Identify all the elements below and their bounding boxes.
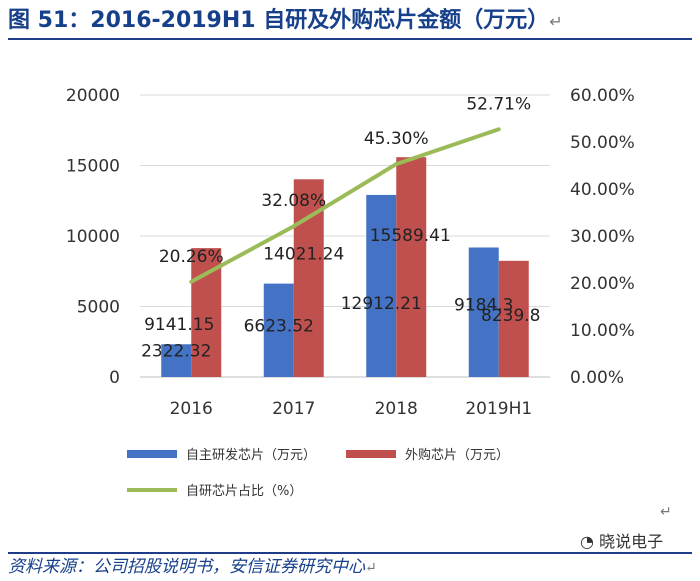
y-right-tick-label: 0.00%	[570, 368, 624, 388]
y-right-tick-label: 10.00%	[570, 321, 635, 341]
x-tick-label: 2017	[272, 399, 315, 419]
x-tick-label: 2018	[375, 399, 418, 419]
legend-label-outsourced: 外购芯片（万元）	[405, 447, 509, 463]
legend-swatch-self-developed	[127, 450, 177, 458]
bar-self-developed	[161, 344, 192, 377]
bar-self-developed	[263, 283, 294, 377]
y-left-tick-label: 10000	[66, 227, 120, 247]
paragraph-mark-icon: ↵	[365, 560, 377, 576]
source-text: 资料来源：公司招股说明书，安信证券研究中心	[8, 557, 365, 577]
data-label-outsourced: 14021.24	[263, 244, 344, 264]
data-label-ratio: 52.71%	[466, 94, 531, 114]
y-right-tick-label: 60.00%	[570, 86, 635, 106]
data-label-ratio: 45.30%	[364, 129, 429, 149]
figure-title: 图 51：2016-2019H1 自研及外购芯片金额（万元）↵	[8, 4, 692, 40]
x-tick-label: 2019H1	[465, 399, 532, 419]
watermark-text: 晓说电子	[599, 532, 664, 551]
data-label-outsourced: 8239.8	[481, 306, 540, 326]
data-label-self-developed: 6623.52	[244, 317, 314, 337]
y-left-tick-label: 15000	[66, 157, 120, 177]
legend-label-ratio: 自研芯片占比（%）	[186, 484, 302, 499]
bar-self-developed	[468, 247, 499, 377]
line-self-ratio	[189, 127, 501, 284]
data-label-self-developed: 12912.21	[341, 294, 422, 314]
y-left-tick-label: 20000	[66, 86, 120, 106]
combo-chart: 0 5000 10000 15000 20000 0.00% 10.00% 20.00% 30.…	[66, 86, 635, 499]
data-label-ratio: 32.08%	[261, 191, 326, 211]
watermark: ◔ 晓说电子	[580, 528, 663, 552]
paragraph-mark-icon: ↵	[549, 12, 563, 31]
bar-outsourced	[498, 260, 529, 377]
y-right-tick-label: 40.00%	[570, 180, 635, 200]
source-note: 资料来源：公司招股说明书，安信证券研究中心↵	[8, 552, 692, 578]
figure-title-text: 图 51：2016-2019H1 自研及外购芯片金额（万元）	[8, 8, 550, 33]
data-label-self-developed: 2322.32	[141, 341, 211, 361]
x-tick-label: 2016	[170, 399, 213, 419]
legend-swatch-outsourced	[346, 450, 396, 458]
y-right-tick-label: 20.00%	[570, 274, 635, 294]
wechat-icon: ◔	[580, 532, 594, 551]
data-label-self-developed: 9184.3	[454, 296, 513, 316]
data-label-ratio: 20.26%	[159, 247, 224, 267]
y-right-tick-label: 50.00%	[570, 133, 635, 153]
data-label-outsourced: 9141.15	[144, 315, 214, 335]
legend-label-self-developed: 自主研发芯片（万元）	[186, 447, 316, 463]
bar-outsourced	[396, 157, 427, 377]
y-left-tick-label: 0	[109, 368, 120, 388]
bar-self-developed	[366, 194, 397, 377]
y-left-tick-label: 5000	[77, 298, 120, 318]
y-right-tick-label: 30.00%	[570, 227, 635, 247]
paragraph-mark-icon: ↵	[660, 504, 672, 520]
data-label-outsourced: 15589.41	[370, 226, 451, 246]
